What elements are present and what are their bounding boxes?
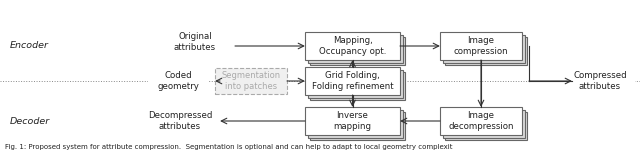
Text: Original
attributes: Original attributes xyxy=(174,32,216,52)
Bar xyxy=(440,32,522,60)
Bar xyxy=(442,109,525,137)
Text: Decompressed
attributes: Decompressed attributes xyxy=(148,111,212,131)
Bar xyxy=(310,37,405,65)
Bar xyxy=(442,35,525,62)
Text: Fig. 1: Proposed system for attribute compression.  Segmentation is optional and: Fig. 1: Proposed system for attribute co… xyxy=(5,144,452,150)
Text: Decoder: Decoder xyxy=(10,117,50,126)
Bar xyxy=(445,37,527,65)
Bar xyxy=(307,69,403,97)
Bar xyxy=(305,107,400,135)
Bar xyxy=(215,68,287,94)
Bar xyxy=(305,67,400,95)
Text: Grid Folding,
Folding refinement: Grid Folding, Folding refinement xyxy=(312,71,394,91)
Text: Segmentation
into patches: Segmentation into patches xyxy=(221,71,280,91)
Bar xyxy=(307,35,403,62)
Text: Image
compression: Image compression xyxy=(454,36,508,56)
Text: Encoder: Encoder xyxy=(10,42,49,51)
Bar xyxy=(310,72,405,100)
Bar xyxy=(305,32,400,60)
Bar xyxy=(440,107,522,135)
Text: Inverse
mapping: Inverse mapping xyxy=(333,111,371,131)
Text: Coded
geometry: Coded geometry xyxy=(157,71,199,91)
Text: Image
decompression: Image decompression xyxy=(448,111,514,131)
Bar xyxy=(310,112,405,140)
Bar xyxy=(307,109,403,137)
Text: Compressed
attributes: Compressed attributes xyxy=(573,71,627,91)
Bar xyxy=(445,112,527,140)
Text: Mapping,
Occupancy opt.: Mapping, Occupancy opt. xyxy=(319,36,386,56)
